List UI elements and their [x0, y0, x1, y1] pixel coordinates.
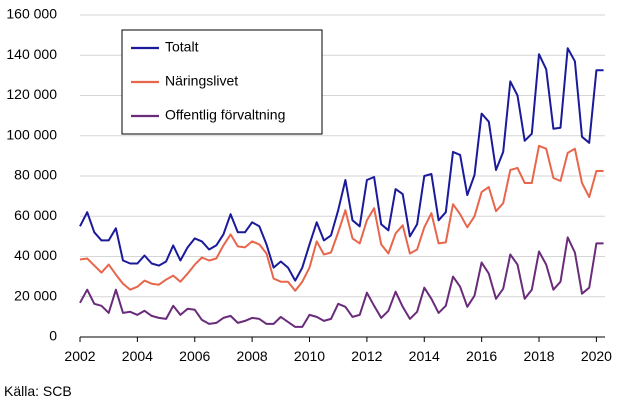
x-tick-label: 2016: [466, 348, 497, 364]
legend: Totalt Näringslivet Offentlig förvaltnin…: [121, 29, 323, 135]
x-tick-label: 2004: [122, 348, 153, 364]
series-lines: [79, 47, 604, 328]
x-axis: [79, 336, 605, 342]
legend-label-totalt: Totalt: [165, 39, 199, 55]
y-axis-tick-labels: 0 20 000 40 000 60 000 80 000 100 000 120 000 1…: [6, 6, 57, 344]
y-tick-label: 40 000: [14, 247, 57, 263]
y-tick-label: 120 000: [6, 86, 57, 102]
y-tick-label: 60 000: [14, 207, 57, 223]
source-note: Källa: SCB: [4, 383, 72, 399]
legend-label-naringslivet: Näringslivet: [165, 73, 238, 89]
x-tick-label: 2014: [409, 348, 440, 364]
y-tick-label: 20 000: [14, 287, 57, 303]
series-line-offentlig-forvaltning: [79, 236, 604, 328]
y-tick-label: 160 000: [6, 6, 57, 22]
x-axis-tick-labels: 2002 2004 2006 2008 2010 2012 2014 2016 2018 2020: [64, 348, 612, 364]
series-line-naringslivet: [79, 144, 604, 292]
x-tick-label: 2018: [523, 348, 554, 364]
x-tick-label: 2012: [351, 348, 382, 364]
y-tick-label: 80 000: [14, 167, 57, 183]
y-tick-label: 100 000: [6, 126, 57, 142]
x-tick-label: 2010: [294, 348, 325, 364]
series-line-totalt: [79, 47, 604, 282]
y-tick-label: 0: [49, 328, 57, 344]
x-tick-label: 2008: [237, 348, 268, 364]
y-tick-label: 140 000: [6, 46, 57, 62]
legend-label-offentlig-forvaltning: Offentlig förvaltning: [165, 107, 285, 123]
x-tick-label: 2006: [179, 348, 210, 364]
x-tick-label: 2020: [581, 348, 612, 364]
x-tick-label: 2002: [64, 348, 95, 364]
